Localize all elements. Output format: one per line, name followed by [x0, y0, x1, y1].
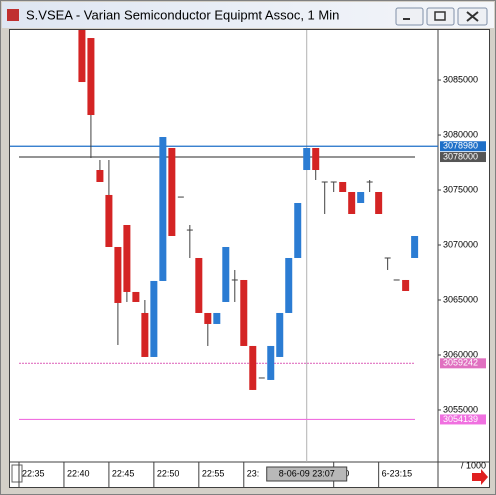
price-line-label-box	[440, 358, 486, 369]
price-line-label: 3078980	[443, 141, 478, 151]
candle-body	[96, 170, 104, 182]
candle-body	[357, 192, 365, 203]
crosshair-label-box	[266, 466, 348, 482]
y-tick-label: 3060000	[443, 349, 478, 359]
x-tick-label: 23:	[247, 468, 260, 478]
candle-body	[348, 192, 356, 214]
candle-body	[78, 30, 86, 83]
candle-body	[303, 148, 311, 171]
scroll-arrow[interactable]	[472, 469, 488, 485]
candle-body	[375, 192, 383, 214]
candle-body	[222, 246, 230, 302]
y-tick-label: 3065000	[443, 294, 478, 304]
window-title: S.VSEA - Varian Semiconductor Equipmt As…	[26, 7, 339, 22]
maximize-button[interactable]	[426, 7, 455, 26]
candle-body	[402, 279, 410, 291]
crosshair-label: 8-06-09 23:07	[279, 468, 335, 478]
price-line-label-box	[440, 414, 486, 425]
candle-body	[267, 345, 275, 380]
price-line-label-box	[440, 141, 486, 152]
x-tick-label: 22:35	[22, 468, 45, 478]
candle-body	[132, 291, 140, 302]
candle-body	[285, 257, 293, 313]
price-line-label: 3054139	[443, 414, 478, 424]
x-tick-label: 6-23:15	[382, 468, 413, 478]
candle-body	[87, 38, 95, 116]
x-tick-label: 22:45	[112, 468, 135, 478]
candle-body	[411, 235, 419, 258]
candle-body	[312, 148, 320, 171]
price-line-label: 3078000	[443, 151, 478, 161]
plot-area	[10, 30, 438, 462]
price-line-label-box	[440, 152, 486, 163]
app-icon	[7, 9, 19, 21]
x-tick-label: 22:40	[67, 468, 90, 478]
price-line-label: 3059242	[443, 358, 478, 368]
y-tick-label: 3070000	[443, 239, 478, 249]
candle-body	[195, 257, 203, 313]
chart-frame	[9, 29, 490, 488]
y-tick-label: 3080000	[443, 129, 478, 139]
candle-body	[114, 246, 122, 303]
x-tick-label: 22:55	[202, 468, 225, 478]
x-tick-label: 22:50	[157, 468, 180, 478]
candle-body	[141, 312, 149, 357]
candle-body	[150, 280, 158, 357]
scroll-box[interactable]	[11, 464, 23, 483]
candle-body	[159, 137, 167, 281]
candle-body	[294, 202, 302, 258]
candle-body	[123, 224, 131, 292]
candle-body	[204, 312, 212, 324]
candle-body	[339, 181, 347, 192]
minimize-button[interactable]	[395, 7, 424, 26]
candle-body	[249, 345, 257, 390]
candle-body	[240, 279, 248, 346]
scale-note: / 1000	[461, 460, 486, 470]
candle-body	[276, 312, 284, 357]
y-tick-label: 3085000	[443, 74, 478, 84]
candle-body	[105, 194, 113, 247]
candle-body	[168, 148, 176, 236]
y-tick-label: 3055000	[443, 404, 478, 414]
candle-body	[213, 312, 221, 324]
close-button[interactable]	[457, 7, 488, 26]
y-tick-label: 3075000	[443, 184, 478, 194]
